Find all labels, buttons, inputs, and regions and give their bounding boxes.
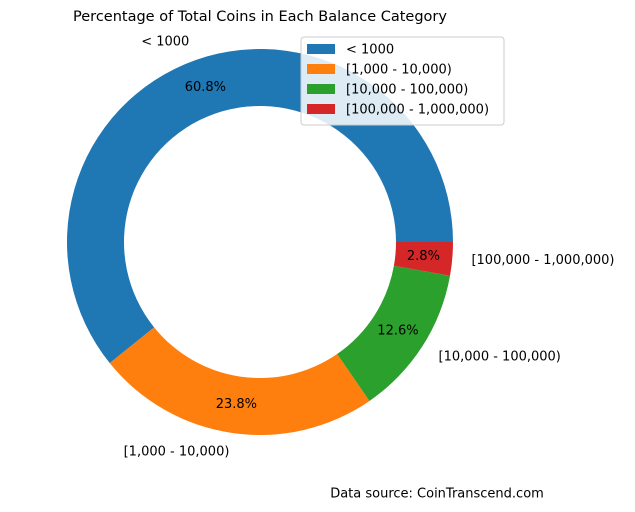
wedge — [66, 48, 453, 364]
legend: < 1000 [1,000 - 10,000) [10,000 - 100,000)… — [300, 36, 505, 126]
value-label: 60.8% — [185, 80, 226, 95]
category-label: < 1000 — [141, 34, 189, 49]
value-label: 2.8% — [407, 249, 440, 264]
category-label: [100,000 - 1,000,000) — [471, 253, 614, 268]
value-label: 23.8% — [216, 397, 257, 412]
wedge — [393, 242, 453, 276]
legend-label: [100,000 - 1,000,000) — [346, 103, 489, 118]
category-label: [1,000 - 10,000) — [124, 445, 230, 460]
wedge — [109, 327, 370, 435]
legend-label: [10,000 - 100,000) — [346, 83, 468, 98]
wedge — [337, 265, 451, 401]
legend-label: [1,000 - 10,000) — [346, 63, 452, 78]
annotation: Data source: CoinTranscend.com — [330, 487, 544, 502]
chart-title: Percentage of Total Coins in Each Balanc… — [73, 9, 447, 25]
legend-frame — [300, 36, 505, 126]
legend-label: < 1000 — [346, 43, 394, 58]
value-label: 12.6% — [377, 323, 418, 338]
legend-swatch — [307, 84, 335, 94]
legend-swatch — [307, 104, 335, 114]
category-label: [10,000 - 100,000) — [439, 349, 561, 364]
legend-swatch — [307, 44, 335, 54]
legend-swatch — [307, 64, 335, 74]
